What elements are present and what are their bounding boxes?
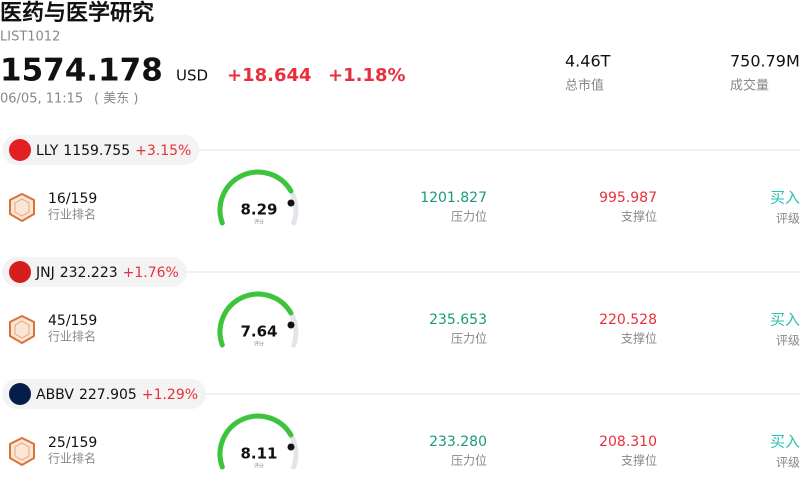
change: +18.644 bbox=[227, 65, 312, 86]
gauge-dot bbox=[287, 321, 295, 329]
rating: 买入 bbox=[770, 189, 800, 207]
stock-logo bbox=[9, 383, 31, 405]
stock-change: +1.29% bbox=[142, 387, 198, 403]
support: 220.528 bbox=[599, 312, 657, 328]
stock-pill bbox=[2, 257, 187, 287]
ticker: LLY bbox=[36, 143, 59, 159]
score: 8.29 bbox=[240, 201, 277, 219]
gauge-dot bbox=[287, 443, 295, 451]
rank-icon bbox=[9, 314, 35, 345]
resistance-label: 压力位 bbox=[451, 209, 487, 224]
rating: 买入 bbox=[770, 311, 800, 329]
gauge-fill bbox=[217, 291, 294, 348]
currency: USD bbox=[176, 67, 208, 85]
gauge-fill bbox=[217, 413, 294, 470]
stock-pill bbox=[2, 379, 207, 409]
rank-icon-inner bbox=[14, 442, 30, 461]
stock-pill bbox=[2, 135, 200, 165]
rating: 买入 bbox=[770, 433, 800, 451]
score-label: 评分 bbox=[254, 219, 264, 226]
support-label: 支撑位 bbox=[621, 453, 657, 468]
resistance: 233.280 bbox=[429, 434, 487, 450]
support: 208.310 bbox=[599, 434, 657, 450]
rank-label: 行业排名 bbox=[48, 329, 96, 344]
rank-icon bbox=[9, 192, 35, 223]
rank: 25/159 bbox=[48, 435, 97, 451]
price: 1574.178 bbox=[0, 53, 163, 89]
resistance: 1201.827 bbox=[420, 190, 487, 206]
score: 8.11 bbox=[240, 445, 277, 463]
gauge-fill bbox=[217, 169, 294, 226]
score: 7.64 bbox=[240, 323, 277, 341]
time: 06/05, 11:15 bbox=[0, 92, 83, 107]
support: 995.987 bbox=[599, 190, 657, 206]
ticker: JNJ bbox=[35, 265, 55, 281]
stock-change: +3.15% bbox=[135, 143, 191, 159]
rating-label: 评级 bbox=[776, 212, 800, 226]
rating-label: 评级 bbox=[776, 456, 800, 470]
rank-icon-inner bbox=[14, 320, 30, 339]
stock-price: 1159.755 bbox=[63, 143, 130, 159]
title: 医药与医学研究 bbox=[0, 0, 154, 26]
stock-logo bbox=[9, 139, 31, 161]
resistance-label: 压力位 bbox=[451, 453, 487, 468]
resistance-label: 压力位 bbox=[451, 331, 487, 346]
support-label: 支撑位 bbox=[621, 209, 657, 224]
change-pct: +1.18% bbox=[328, 65, 406, 86]
rank-label: 行业排名 bbox=[48, 451, 96, 466]
rank: 16/159 bbox=[48, 191, 97, 207]
support-label: 支撑位 bbox=[621, 331, 657, 346]
rank-icon bbox=[9, 436, 35, 467]
score-label: 评分 bbox=[254, 341, 264, 348]
gauge-dot bbox=[287, 199, 295, 207]
ticker: ABBV bbox=[36, 387, 74, 403]
resistance: 235.653 bbox=[429, 312, 487, 328]
stat-label: 成交量 bbox=[730, 78, 769, 94]
score-label: 评分 bbox=[254, 463, 264, 470]
rating-label: 评级 bbox=[776, 334, 800, 348]
rank-label: 行业排名 bbox=[48, 207, 96, 222]
stock-price: 232.223 bbox=[60, 265, 118, 281]
timezone: ( 美东 ) bbox=[94, 92, 138, 107]
rank: 45/159 bbox=[48, 313, 97, 329]
stock-price: 227.905 bbox=[79, 387, 137, 403]
rank-icon-inner bbox=[14, 198, 30, 217]
stat-label: 总市值 bbox=[565, 78, 604, 94]
stat-value: 4.46T bbox=[565, 52, 611, 71]
stat-value: 750.79M bbox=[730, 52, 800, 71]
code: LIST1012 bbox=[0, 30, 60, 45]
stock-logo bbox=[9, 261, 31, 283]
stock-change: +1.76% bbox=[123, 265, 179, 281]
